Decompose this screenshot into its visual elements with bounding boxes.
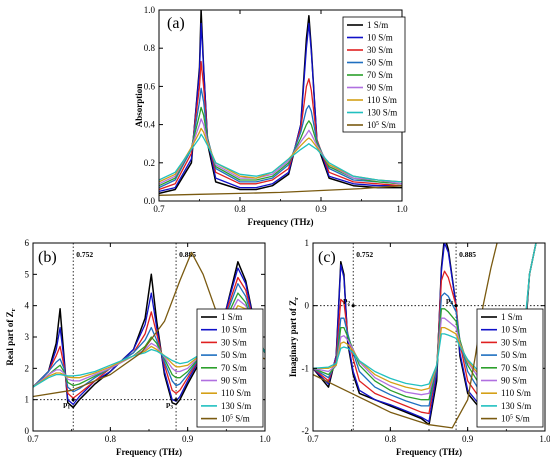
panel-label: (a) [167,15,185,32]
legend-entry: 70 S/m [501,363,527,373]
legend-entry: 50 S/m [501,350,527,360]
point-label: p2 [343,296,350,307]
legend-entry: 130 S/m [221,401,251,411]
special-point [454,304,458,308]
legend-entry: 50 S/m [221,350,247,360]
x-tick-label: 0.8 [234,204,246,214]
legend-entry: 105 S/m [221,414,250,424]
legend-entry: 10 S/m [221,325,247,335]
legend-entry: 70 S/m [221,363,247,373]
y-tick-label: 6 [25,238,30,248]
x-tick-label: 0.7 [27,434,39,444]
vline-label: 0.885 [459,250,476,259]
y-axis-title: Imaginary part of Zr [288,297,300,377]
vline-label: 0.752 [76,250,93,259]
y-axis-title: Real part of Zr [5,308,17,365]
legend-entry: 110 S/m [221,388,251,398]
point-label: p1 [63,400,70,411]
y-tick-label: 5 [25,269,30,279]
panel-label: (c) [318,249,336,266]
series-line [159,22,402,193]
x-tick-label: 0.8 [105,434,117,444]
special-point [71,398,75,402]
legend-entry: 10 S/m [367,33,393,43]
series-line [159,185,402,196]
x-tick-label: 0.9 [315,204,327,214]
legend-entry: 110 S/m [501,388,531,398]
series-line [159,133,402,183]
point-label: p3 [166,400,173,411]
point-label: p4 [446,296,453,307]
y-tick-label: 0 [25,426,30,436]
panel-c: 0.752 0.885 p2 p4 0.7 0.8 0.9 1.0 -2 -1 0 1 Frequenc… [288,238,550,457]
legend-entry: 50 S/m [367,58,393,68]
x-tick-label: 0.9 [182,434,194,444]
y-tick-label: 1.0 [144,5,156,15]
series-line [313,243,498,429]
legend-entry: 10 S/m [501,325,527,335]
legend-entry: 90 S/m [221,376,247,386]
x-tick-label: 0.8 [385,434,397,444]
x-tick-label: 1.0 [259,434,271,444]
y-tick-label: 3 [25,332,30,342]
legend-entry: 70 S/m [367,70,393,80]
x-axis-title: Frequency (THz) [396,447,462,457]
x-axis-title: Frequency (THz) [247,217,313,227]
legend-entry: 1 S/m [501,312,522,322]
series-line [159,60,402,191]
legend-entry: 110 S/m [367,95,397,105]
panel-label: (b) [38,249,57,266]
x-tick-label: 1.0 [396,204,408,214]
y-tick-label: -1 [302,363,310,373]
legend-entry: 130 S/m [501,401,531,411]
legend-entry: 1 S/m [367,20,388,30]
y-tick-label: 1 [25,395,30,405]
legend-entry: 105 S/m [367,120,396,130]
legend-entry: 105 S/m [501,414,530,424]
y-tick-label: 0.4 [144,120,156,130]
y-axis-title: Absorption [134,84,144,128]
panel-b: 0.752 0.885 p1 p3 0.7 0.8 0.9 1.0 0 1 2 3 4 5 6 Frequen… [5,238,271,457]
y-tick-label: 2 [25,363,30,373]
x-tick-label: 1.0 [539,434,550,444]
legend-entry: 30 S/m [501,337,527,347]
y-tick-label: 1 [305,238,310,248]
legend-entry: 90 S/m [367,83,393,93]
special-point [351,304,355,308]
y-tick-label: 0.0 [144,196,156,206]
vline-label: 0.752 [356,250,373,259]
legend-entry: 1 S/m [221,312,242,322]
y-tick-label: 0 [305,301,310,311]
special-point [174,398,178,402]
panel-a: 0.7 0.8 0.9 1.0 0.0 0.2 0.4 0.6 0.8 1.0 Frequency … [134,5,408,227]
legend: 1 S/m 10 S/m 30 S/m 50 S/m 70 S/m 90 S/m 110 S… [196,308,264,428]
x-axis-title: Frequency (THz) [116,447,182,457]
legend-entry: 90 S/m [501,376,527,386]
x-tick-label: 0.7 [307,434,319,444]
legend-entry: 30 S/m [367,45,393,55]
y-tick-label: 4 [25,301,30,311]
x-tick-label: 0.7 [153,204,165,214]
x-tick-label: 0.9 [462,434,474,444]
legend-entry: 30 S/m [221,337,247,347]
y-tick-label: -2 [302,426,310,436]
y-tick-label: 0.8 [144,43,156,53]
y-tick-label: 0.2 [144,158,155,168]
vline-label: 0.885 [179,250,196,259]
legend: 1 S/m 10 S/m 30 S/m 50 S/m 70 S/m 90 S/m 110 S… [476,308,544,428]
legend: 1 S/m 10 S/m 30 S/m 50 S/m 70 S/m 90 S/m 110 S… [342,16,406,133]
y-tick-label: 0.6 [144,81,156,91]
legend-entry: 130 S/m [367,108,397,118]
